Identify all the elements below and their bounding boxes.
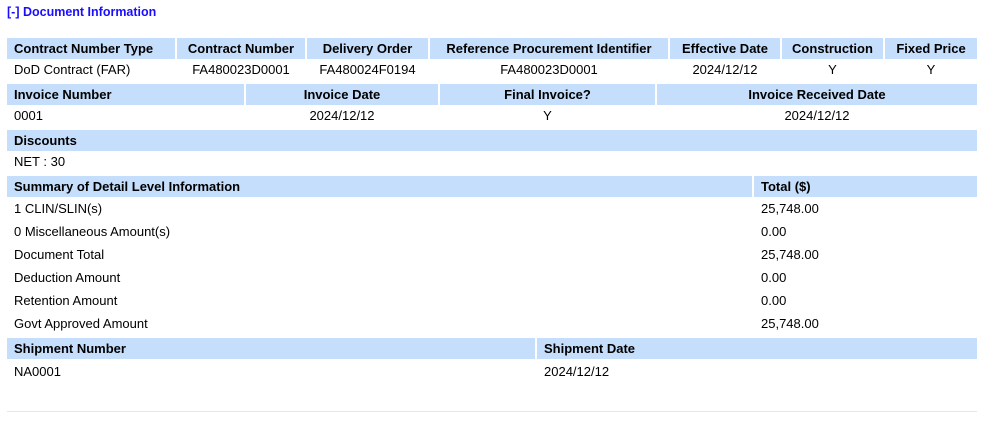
fixed-price: Y: [926, 62, 936, 77]
invoice-received-date-header: Invoice Received Date: [657, 84, 977, 105]
shipment-date: 2024/12/12: [544, 364, 610, 379]
summary-row: Retention Amount 0.00: [7, 289, 977, 312]
summary-row: 1 CLIN/SLIN(s) 25,748.00: [7, 197, 977, 220]
shipment-number-header: Shipment Number: [7, 338, 535, 359]
contract-header-row: Contract Number Type Contract Number Del…: [7, 38, 977, 59]
summary-row: 0 Miscellaneous Amount(s) 0.00: [7, 220, 977, 243]
summary-row: Document Total 25,748.00: [7, 243, 977, 266]
invoice-data-row: 0001 2024/12/12 Y 2024/12/12: [7, 105, 977, 127]
invoice-date-header: Invoice Date: [246, 84, 438, 105]
contract-number-header: Contract Number: [177, 38, 305, 59]
contract-number-type-header: Contract Number Type: [7, 38, 175, 59]
summary-total: 25,748.00: [761, 316, 819, 331]
discounts-value: NET : 30: [14, 154, 66, 169]
discounts-header: Discounts: [7, 130, 977, 151]
effective-date: 2024/12/12: [692, 62, 758, 77]
shipment-number: NA0001: [14, 364, 61, 379]
construction: Y: [828, 62, 837, 77]
invoice-received-date: 2024/12/12: [784, 108, 850, 123]
summary-label: Govt Approved Amount: [14, 316, 148, 331]
effective-date-header: Effective Date: [670, 38, 780, 59]
summary-total: 0.00: [761, 293, 787, 308]
summary-total: 0.00: [761, 270, 787, 285]
divider: [7, 411, 977, 412]
contract-number-type: DoD Contract (FAR): [14, 62, 131, 77]
invoice-date: 2024/12/12: [309, 108, 375, 123]
contract-number: FA480023D0001: [192, 62, 290, 77]
summary-label: 1 CLIN/SLIN(s): [14, 201, 103, 216]
delivery-order: FA480024F0194: [319, 62, 416, 77]
invoice-header-row: Invoice Number Invoice Date Final Invoic…: [7, 84, 977, 105]
final-invoice-header: Final Invoice?: [440, 84, 655, 105]
invoice-number-header: Invoice Number: [7, 84, 244, 105]
summary-label: Retention Amount: [14, 293, 118, 308]
summary-total: 25,748.00: [761, 247, 819, 262]
final-invoice: Y: [543, 108, 552, 123]
fixed-price-header: Fixed Price: [885, 38, 977, 59]
summary-row: Govt Approved Amount 25,748.00: [7, 312, 977, 335]
document-information-toggle[interactable]: [-] Document Information: [7, 5, 157, 19]
invoice-number: 0001: [14, 108, 43, 123]
reference-procurement-identifier: FA480023D0001: [500, 62, 598, 77]
summary-header: Summary of Detail Level Information: [7, 176, 752, 197]
summary-total: 0.00: [761, 224, 787, 239]
reference-procurement-identifier-header: Reference Procurement Identifier: [430, 38, 668, 59]
summary-total: 25,748.00: [761, 201, 819, 216]
delivery-order-header: Delivery Order: [307, 38, 428, 59]
summary-label: 0 Miscellaneous Amount(s): [14, 224, 171, 239]
contract-data-row: DoD Contract (FAR) FA480023D0001 FA48002…: [7, 59, 977, 81]
summary-label: Deduction Amount: [14, 270, 121, 285]
total-header: Total ($): [754, 176, 977, 197]
shipment-date-header: Shipment Date: [537, 338, 977, 359]
summary-row: Deduction Amount 0.00: [7, 266, 977, 289]
summary-label: Document Total: [14, 247, 105, 262]
document-information-panel: Contract Number Type Contract Number Del…: [7, 38, 977, 385]
construction-header: Construction: [782, 38, 883, 59]
